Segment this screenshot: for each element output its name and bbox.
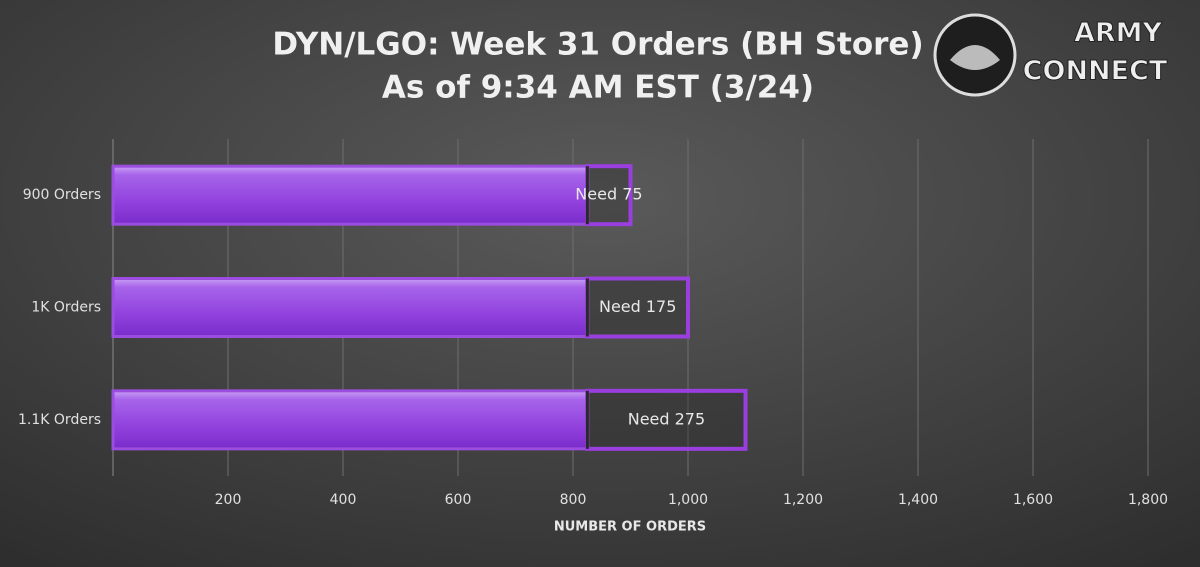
- logo-text: CONNECT: [1023, 56, 1168, 87]
- y-tick-label: 900 Orders: [23, 187, 101, 203]
- x-tick-label: 600: [445, 492, 472, 508]
- y-tick-label: 1K Orders: [31, 300, 101, 316]
- x-tick-label: 1,000: [668, 492, 708, 508]
- x-axis-title: NUMBER OF ORDERS: [554, 520, 706, 535]
- logo-icon: [950, 45, 1000, 70]
- x-tick-label: 200: [215, 492, 242, 508]
- logo-text: ARMY: [1074, 18, 1163, 49]
- logo: ARMY CONNECT: [933, 13, 1168, 97]
- bar-segment: [111, 164, 589, 226]
- chart-title: DYN/LGO: Week 31 Orders (BH Store): [272, 27, 923, 63]
- bar-segment: [111, 277, 589, 338]
- data-label: Need 175: [599, 297, 676, 316]
- y-tick-label: 1.1K Orders: [18, 412, 101, 428]
- data-label: Need 275: [628, 409, 705, 428]
- bar-segment: [585, 164, 633, 227]
- x-tick-label: 1,800: [1128, 492, 1168, 508]
- x-tick-label: 400: [330, 492, 357, 508]
- bar-segment: [111, 389, 589, 451]
- x-tick-label: 1,600: [1013, 492, 1053, 508]
- data-label: Need 75: [575, 185, 642, 204]
- bar-segment: [585, 276, 690, 339]
- x-tick-label: 800: [560, 492, 587, 508]
- x-tick-label: 1,400: [898, 492, 938, 508]
- chart-subtitle: As of 9:34 AM EST (3/24): [382, 70, 814, 106]
- x-tick-label: 1,200: [783, 492, 823, 508]
